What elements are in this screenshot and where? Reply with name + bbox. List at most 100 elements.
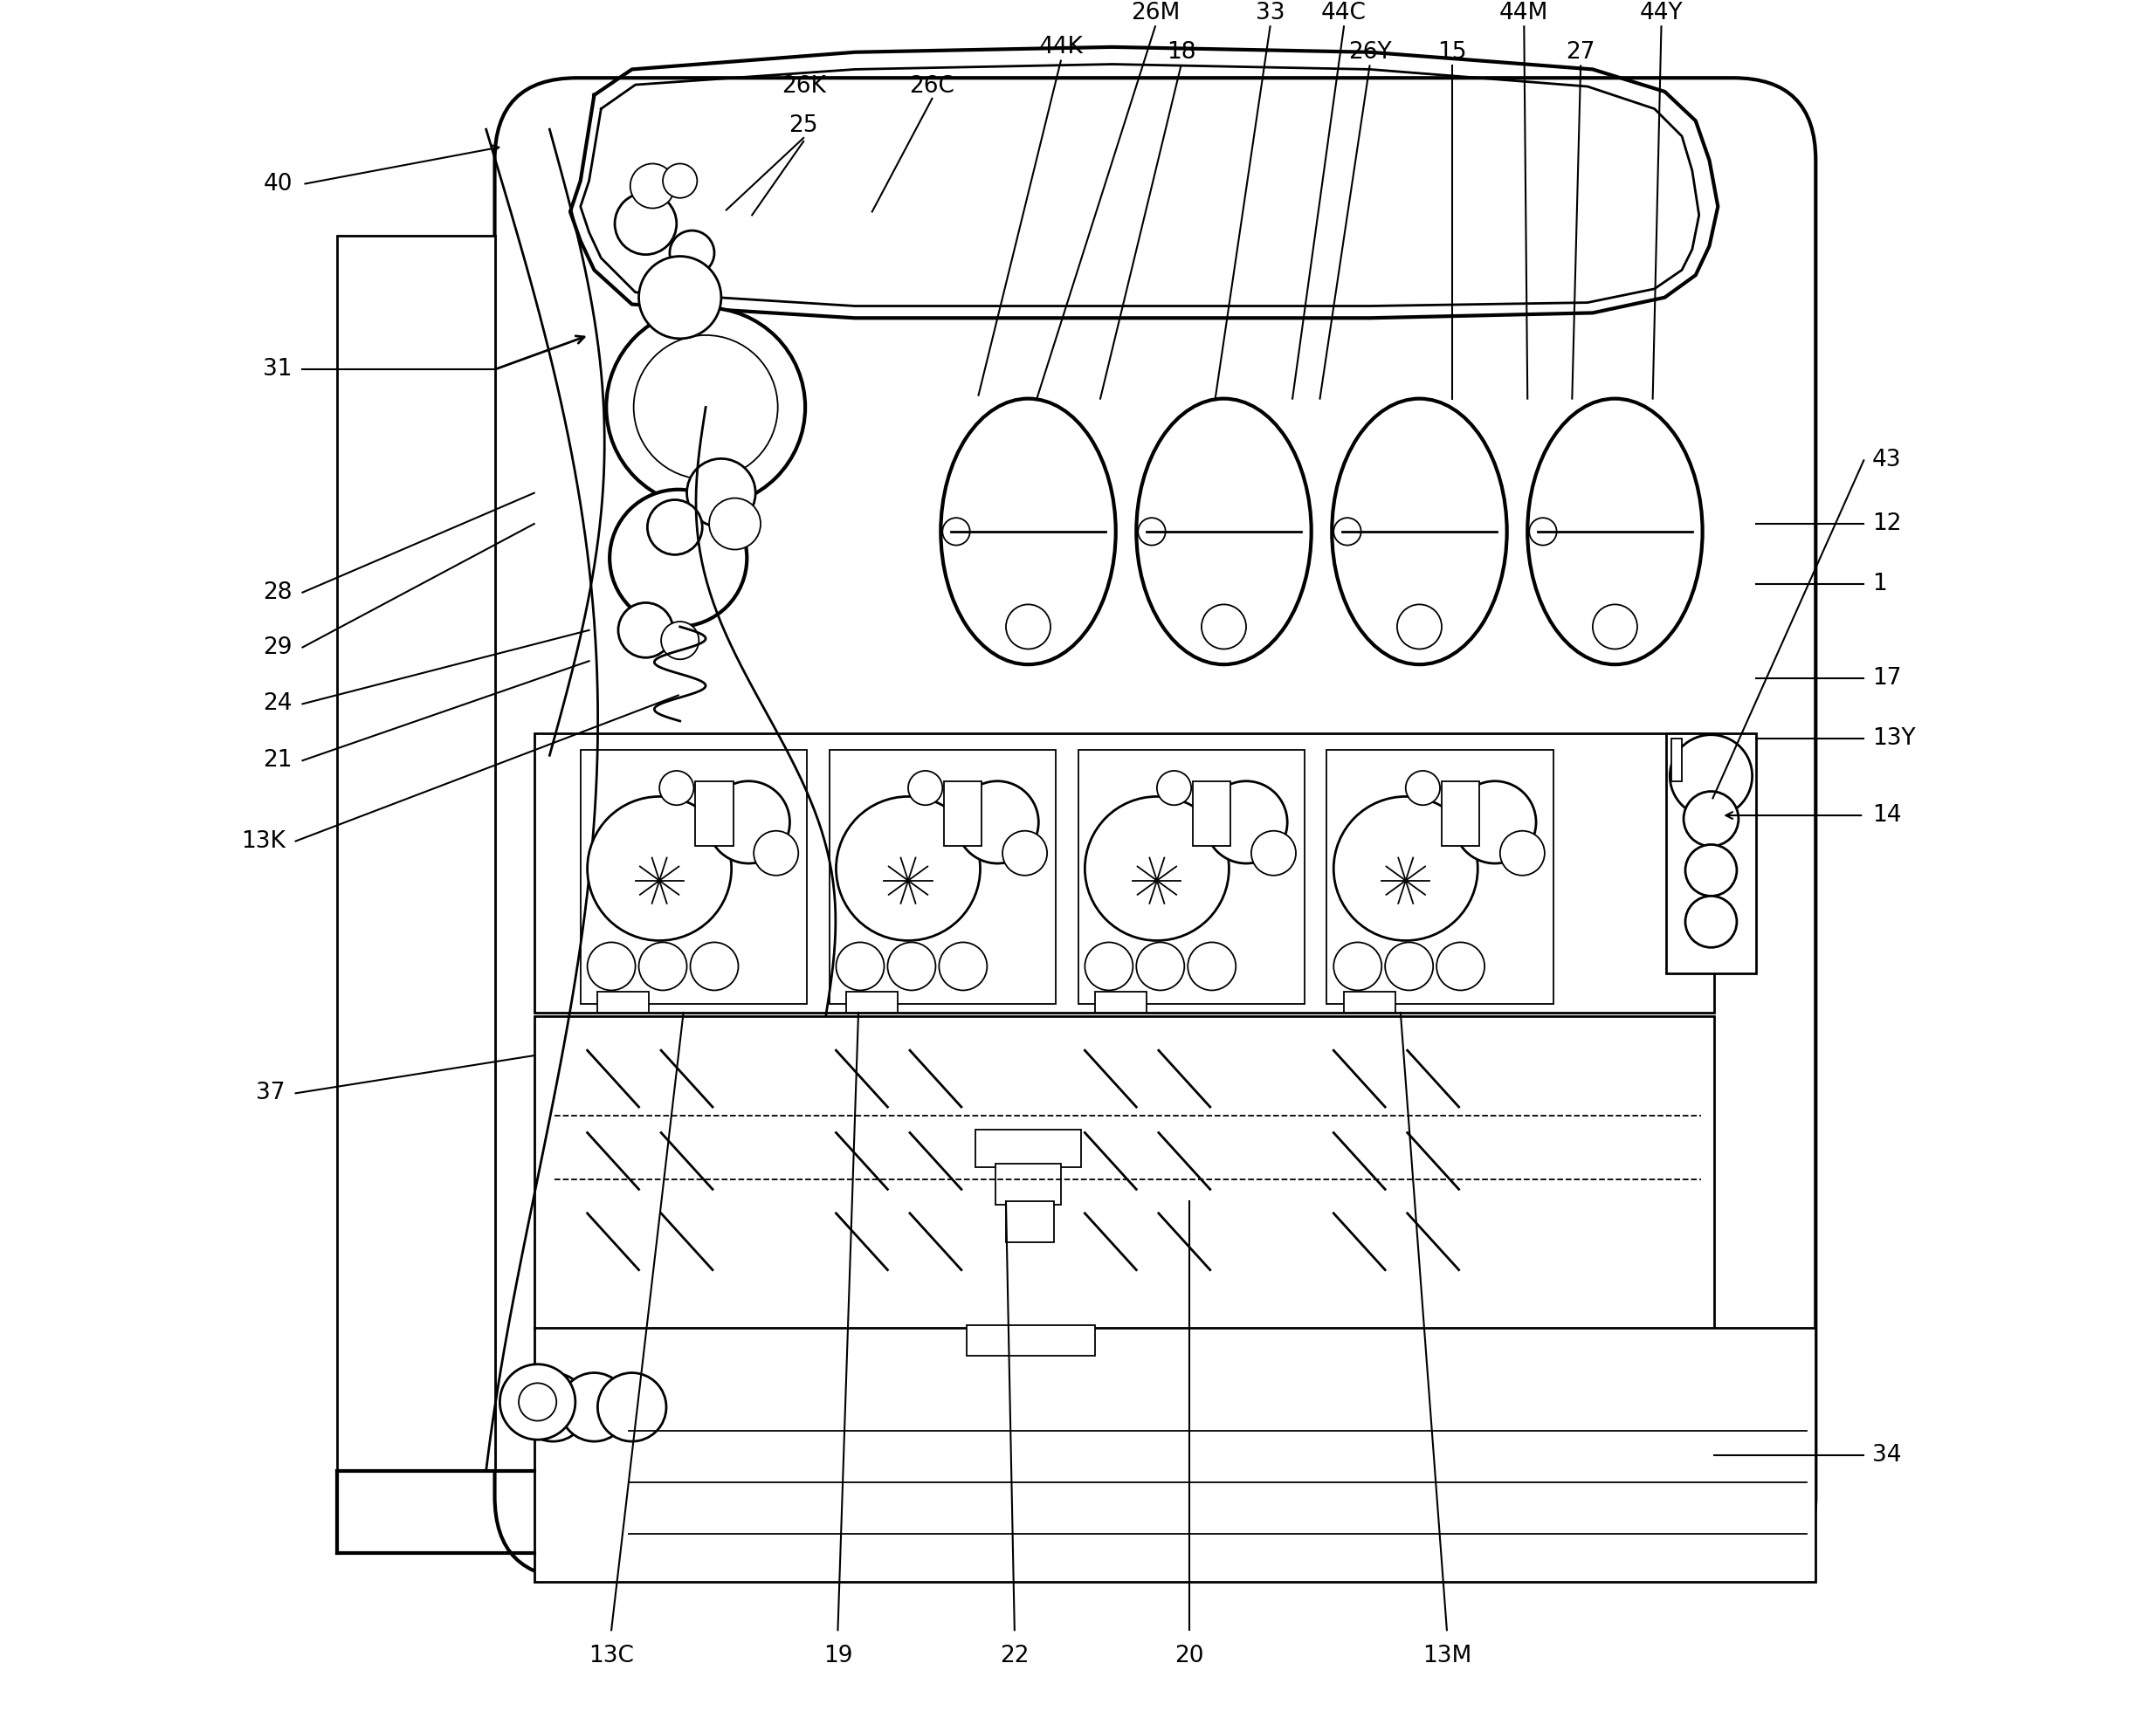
Bar: [944, 781, 981, 847]
Text: 26C: 26C: [910, 76, 955, 98]
Bar: [1343, 992, 1395, 1013]
Bar: [1671, 738, 1682, 781]
Circle shape: [1158, 771, 1192, 806]
Circle shape: [837, 942, 884, 990]
FancyBboxPatch shape: [494, 78, 1815, 1578]
Text: 44C: 44C: [1322, 2, 1367, 24]
Circle shape: [630, 164, 675, 209]
Bar: [1078, 750, 1304, 1004]
Text: 20: 20: [1175, 1644, 1205, 1666]
Circle shape: [1007, 604, 1050, 649]
Bar: [975, 1130, 1082, 1168]
Text: 18: 18: [1166, 41, 1197, 64]
Circle shape: [888, 942, 936, 990]
Text: 17: 17: [1871, 668, 1902, 690]
Circle shape: [1384, 942, 1434, 990]
Text: 21: 21: [263, 749, 293, 771]
Circle shape: [1084, 797, 1229, 940]
Text: 31: 31: [263, 359, 293, 381]
Bar: [535, 1016, 1714, 1330]
Ellipse shape: [940, 398, 1117, 664]
Text: 29: 29: [263, 637, 293, 659]
Text: 13K: 13K: [241, 830, 285, 852]
Text: 43: 43: [1871, 448, 1902, 471]
Circle shape: [1684, 792, 1738, 847]
Circle shape: [707, 781, 789, 864]
Circle shape: [647, 500, 703, 555]
Bar: [1326, 750, 1552, 1004]
Circle shape: [957, 781, 1039, 864]
Text: 26K: 26K: [780, 76, 826, 98]
Circle shape: [1397, 604, 1442, 649]
Text: 1: 1: [1871, 573, 1886, 595]
Circle shape: [1084, 942, 1132, 990]
Circle shape: [610, 490, 746, 626]
Text: 37: 37: [257, 1082, 285, 1104]
Text: 33: 33: [1255, 2, 1285, 24]
Bar: [830, 750, 1056, 1004]
Circle shape: [1138, 518, 1166, 545]
Text: 13Y: 13Y: [1871, 726, 1917, 750]
Circle shape: [942, 518, 970, 545]
Circle shape: [1406, 771, 1440, 806]
Circle shape: [1003, 831, 1048, 875]
Bar: [1007, 1201, 1054, 1242]
Ellipse shape: [1136, 398, 1311, 664]
Text: 44M: 44M: [1498, 2, 1548, 24]
Circle shape: [908, 771, 942, 806]
Bar: [1095, 992, 1147, 1013]
Circle shape: [1501, 831, 1544, 875]
Circle shape: [1453, 781, 1535, 864]
Circle shape: [1201, 604, 1246, 649]
Circle shape: [586, 797, 731, 940]
Bar: [696, 781, 733, 847]
Circle shape: [1250, 831, 1296, 875]
Text: 13M: 13M: [1423, 1644, 1470, 1666]
Circle shape: [1686, 895, 1738, 947]
Circle shape: [634, 335, 778, 480]
Bar: [847, 992, 897, 1013]
Bar: [336, 236, 494, 1470]
Circle shape: [662, 621, 699, 659]
Bar: [535, 733, 1714, 1013]
Circle shape: [586, 942, 636, 990]
Text: 19: 19: [824, 1644, 852, 1666]
Text: 26Y: 26Y: [1348, 41, 1391, 64]
Text: 34: 34: [1871, 1444, 1902, 1466]
Circle shape: [1529, 518, 1557, 545]
Text: 24: 24: [263, 692, 293, 716]
Circle shape: [837, 797, 981, 940]
Text: 40: 40: [263, 173, 293, 195]
Circle shape: [755, 831, 798, 875]
Circle shape: [1205, 781, 1287, 864]
Bar: [1442, 781, 1479, 847]
Text: 44K: 44K: [1039, 36, 1082, 59]
Circle shape: [500, 1364, 576, 1440]
Circle shape: [1335, 518, 1360, 545]
Circle shape: [638, 942, 688, 990]
Circle shape: [660, 771, 694, 806]
Bar: [996, 1164, 1061, 1204]
Text: 26M: 26M: [1130, 2, 1179, 24]
Text: 44Y: 44Y: [1639, 2, 1684, 24]
Bar: [597, 992, 649, 1013]
Text: 15: 15: [1438, 41, 1466, 64]
Circle shape: [662, 164, 696, 198]
Bar: [966, 1325, 1095, 1356]
Circle shape: [690, 942, 737, 990]
Circle shape: [1593, 604, 1636, 649]
Circle shape: [1136, 942, 1184, 990]
Text: 22: 22: [1000, 1644, 1028, 1666]
Circle shape: [638, 257, 720, 338]
Text: 27: 27: [1565, 41, 1595, 64]
Circle shape: [520, 1373, 586, 1442]
Text: 25: 25: [789, 114, 817, 138]
Circle shape: [619, 602, 673, 657]
Bar: [1192, 781, 1231, 847]
Circle shape: [597, 1373, 666, 1442]
Bar: [535, 1328, 1815, 1582]
Text: 13C: 13C: [589, 1644, 634, 1666]
Circle shape: [1671, 735, 1753, 818]
Circle shape: [520, 1383, 556, 1421]
Bar: [1667, 733, 1755, 973]
